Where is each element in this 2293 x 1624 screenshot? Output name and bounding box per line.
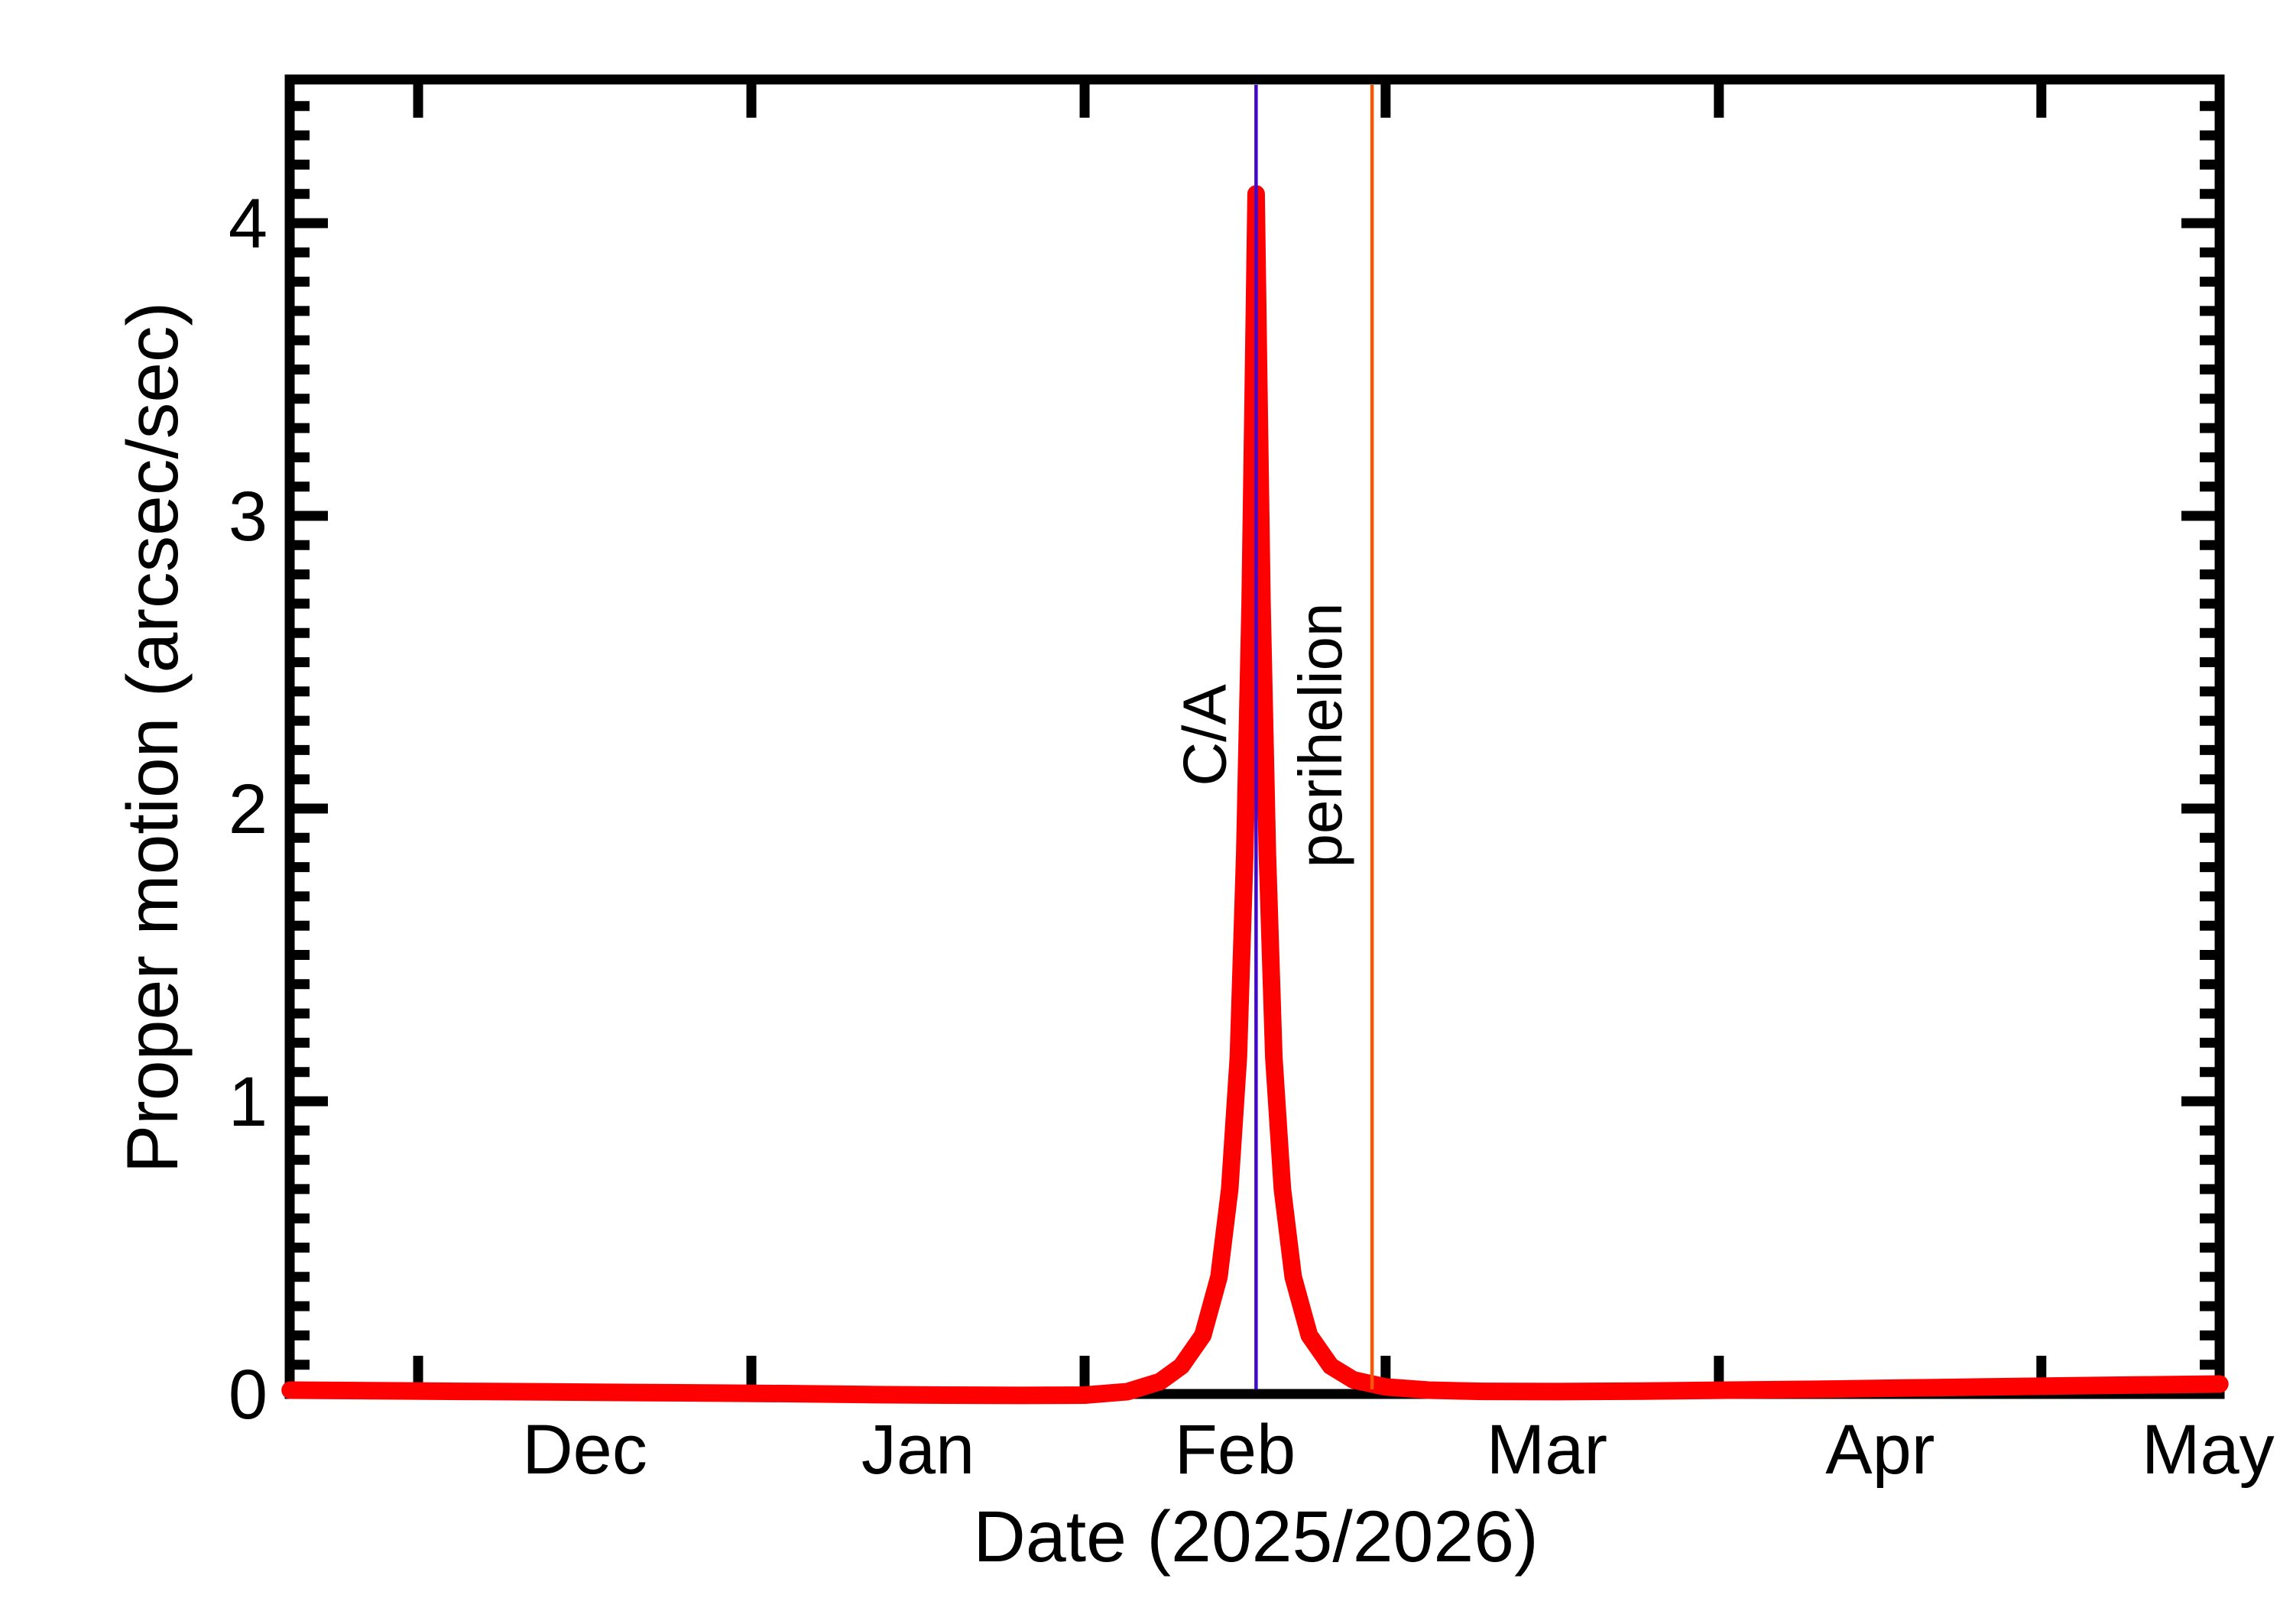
titles-layer: Proper motion (arcsec/sec) Date (2025/20… bbox=[112, 302, 1539, 1577]
y-tick-label-0: 0 bbox=[229, 1356, 268, 1434]
x-tick-label-apr: Apr bbox=[1825, 1411, 1935, 1489]
close-approach-label: C/A bbox=[1170, 684, 1238, 786]
x-axis-title: Date (2025/2026) bbox=[973, 1496, 1538, 1577]
y-tick-label-1: 1 bbox=[229, 1063, 268, 1141]
y-tick-label-4: 4 bbox=[229, 185, 268, 263]
y-tick-label-3: 3 bbox=[229, 478, 268, 556]
x-tick-label-jan: Jan bbox=[861, 1411, 975, 1489]
x-tick-label-may: May bbox=[2142, 1411, 2275, 1489]
annotations-layer: C/A perihelion bbox=[1170, 85, 1374, 1389]
x-tick-label-dec: Dec bbox=[522, 1411, 647, 1489]
x-tick-label-mar: Mar bbox=[1487, 1411, 1607, 1489]
plot-frame bbox=[284, 74, 2225, 1399]
perihelion-label: perihelion bbox=[1286, 603, 1354, 868]
y-axis-title: Proper motion (arcsec/sec) bbox=[112, 302, 193, 1173]
y-tick-label-2: 2 bbox=[229, 770, 268, 848]
x-tick-label-feb: Feb bbox=[1175, 1411, 1296, 1489]
axes-layer: 0 1 2 3 4 Dec Jan Feb Mar Apr May bbox=[229, 74, 2275, 1489]
